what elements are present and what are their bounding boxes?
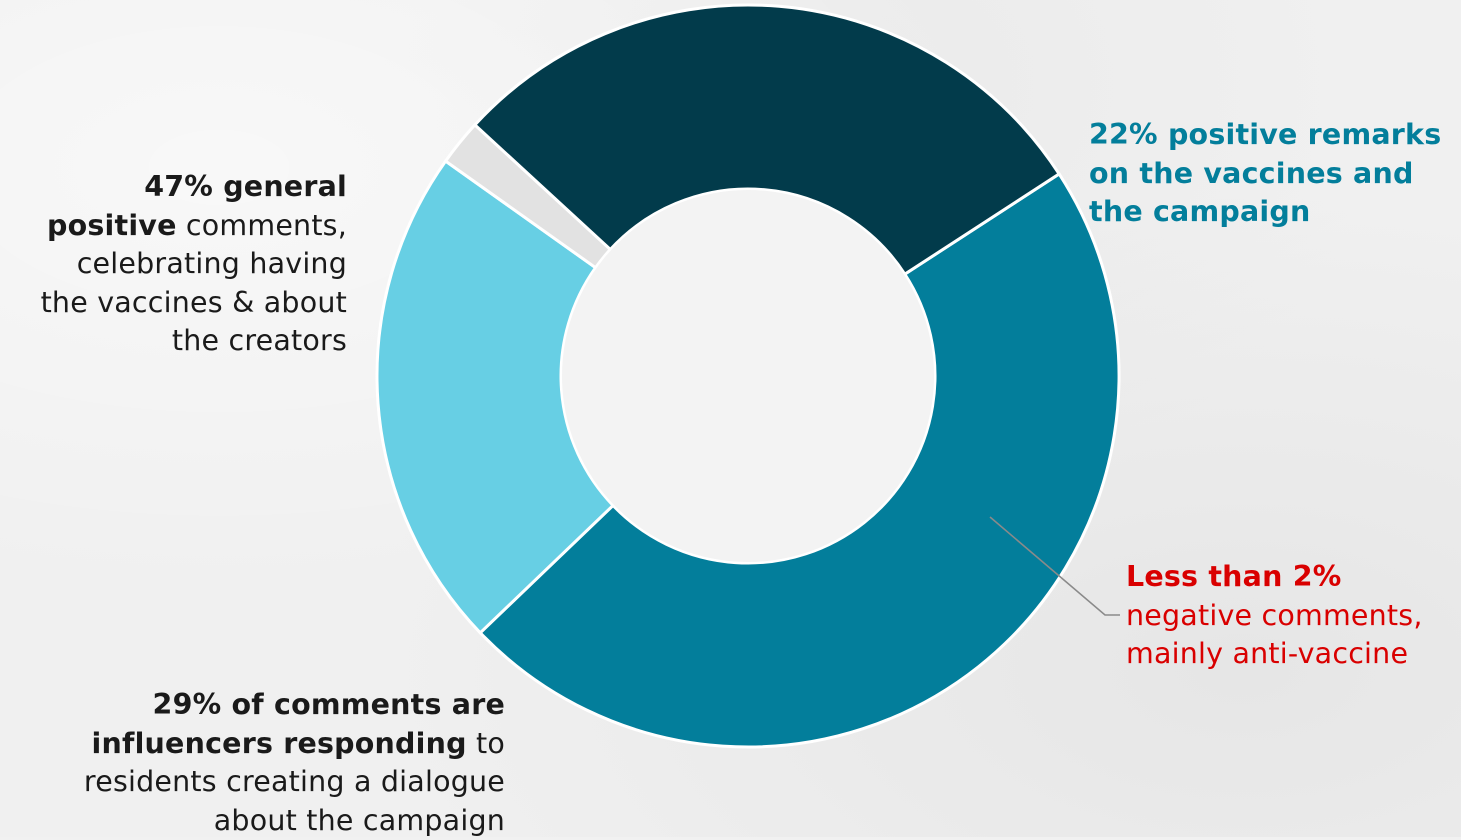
- donut-hole: [562, 190, 934, 562]
- remarks-label-line-1: 22% positive remarks: [1089, 116, 1459, 155]
- negative-label-line-2: negative comments,: [1126, 597, 1461, 636]
- influencers-label-bold-2: influencers responding: [92, 727, 467, 760]
- positive-remarks-label: 22% positive remarks on the vaccines and…: [1089, 116, 1459, 232]
- general-label-line-3: celebrating having: [0, 245, 347, 284]
- general-label-line-5: the creators: [0, 322, 347, 361]
- influencers-label-bold-1: 29% of comments are: [153, 688, 505, 721]
- influencers-label-line-4: about the campaign: [25, 802, 505, 840]
- general-label-bold-2: positive: [47, 209, 177, 242]
- remarks-label-line-3: the campaign: [1089, 193, 1459, 232]
- donut-slices: [377, 5, 1119, 747]
- general-label-line-4: the vaccines & about: [0, 284, 347, 323]
- influencers-label-line-3: residents creating a dialogue: [25, 763, 505, 802]
- general-positive-label: 47% general positive comments, celebrati…: [0, 168, 347, 361]
- remarks-label-line-2: on the vaccines and: [1089, 155, 1459, 194]
- negative-comments-label: Less than 2% negative comments, mainly a…: [1126, 558, 1461, 674]
- negative-label-line-3: mainly anti-vaccine: [1126, 635, 1461, 674]
- general-label-rest-2: comments,: [177, 209, 347, 242]
- general-label-bold-1: 47% general: [144, 170, 347, 203]
- negative-label-bold-1: Less than 2%: [1126, 560, 1341, 593]
- influencers-label: 29% of comments are influencers respondi…: [25, 686, 505, 840]
- influencers-label-rest-2: to: [467, 727, 505, 760]
